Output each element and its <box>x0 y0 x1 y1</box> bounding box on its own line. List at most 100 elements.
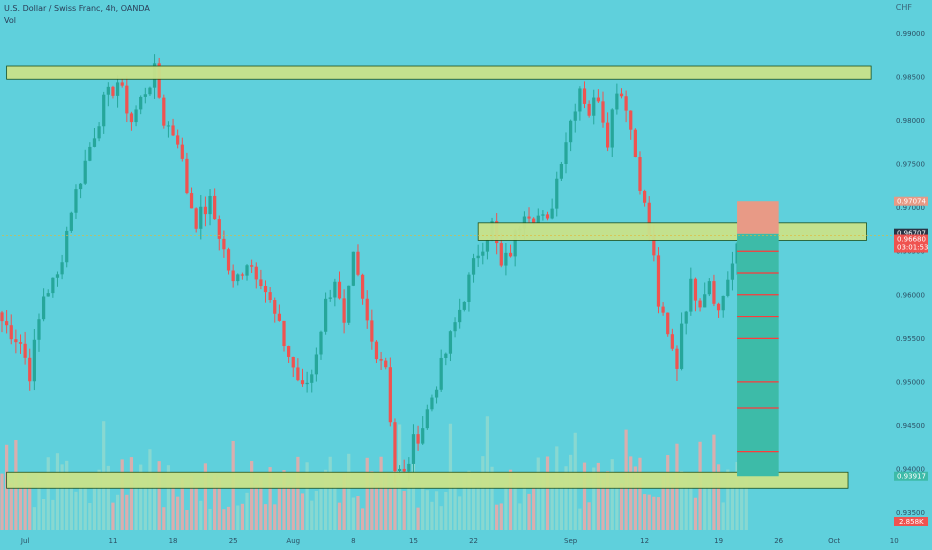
candle-body <box>615 93 619 110</box>
volume-bar <box>388 488 392 530</box>
volume-bar <box>351 497 355 530</box>
candle-body <box>208 195 212 215</box>
volume-bar <box>518 503 522 530</box>
candle-body <box>726 279 730 296</box>
symbol-title: U.S. Dollar / Swiss Franc, 4h, OANDA <box>4 4 150 13</box>
volume-bar <box>370 471 374 530</box>
y-tick-label: 0.96000 <box>896 291 925 299</box>
candle-body <box>199 206 203 229</box>
volume-bar <box>633 466 637 530</box>
volume-bar <box>365 457 369 530</box>
volume-bar <box>166 465 171 530</box>
candle-body <box>226 249 231 271</box>
volume-bar <box>458 496 462 530</box>
candle-body <box>240 274 245 276</box>
x-tick-label: 15 <box>409 537 418 545</box>
candle-body <box>453 322 457 332</box>
volume-bar <box>162 507 166 530</box>
candle-body <box>379 359 383 361</box>
candle-body <box>115 82 120 96</box>
volume-bar <box>656 497 661 530</box>
volume-bar <box>208 508 212 530</box>
volume-bar <box>28 482 32 530</box>
volume-bar <box>407 479 411 530</box>
candle-body <box>402 468 406 472</box>
zone-resistance <box>6 65 872 80</box>
price-axis[interactable]: 0.990000.985000.980000.975000.970000.965… <box>896 30 925 517</box>
candle-body <box>532 218 536 223</box>
volume-bar <box>347 453 351 530</box>
candle-body <box>596 97 600 102</box>
candle-body <box>194 208 198 229</box>
candle-body <box>545 214 550 219</box>
volume-bar <box>647 494 651 530</box>
candle-body <box>162 97 166 126</box>
price-label-text: 0.93917 <box>897 473 926 481</box>
candle-body <box>384 360 388 368</box>
candle-body <box>217 219 221 239</box>
take-profit-zone <box>737 233 779 477</box>
candle-body <box>129 113 134 123</box>
volume-bar <box>462 474 466 530</box>
volume-bar <box>425 490 429 530</box>
volume-bar <box>319 489 323 530</box>
candle-body <box>569 120 573 143</box>
candle-body <box>259 279 263 287</box>
volume-bar <box>421 484 425 530</box>
candle-body <box>476 255 480 259</box>
candle-body <box>504 252 508 266</box>
short-position-tool[interactable] <box>737 201 779 477</box>
candle-body <box>236 274 240 282</box>
volume-bar <box>171 484 175 530</box>
volume-indicator-label: Vol <box>4 16 16 25</box>
candle-body <box>564 142 568 164</box>
candle-body <box>88 146 92 161</box>
volume-bar <box>250 461 254 530</box>
candle-body <box>319 331 323 355</box>
volume-bar <box>129 457 134 530</box>
candle-body <box>656 255 661 307</box>
volume-bar <box>97 469 101 530</box>
candle-body <box>5 321 9 326</box>
volume-bar <box>564 466 568 530</box>
candle-body <box>37 319 41 340</box>
candle-body <box>97 126 101 139</box>
candle-body <box>337 281 342 299</box>
candle-body <box>582 88 587 104</box>
price-label-box <box>894 471 928 481</box>
volume-bar <box>310 500 314 530</box>
volume-bar <box>9 482 13 530</box>
candle-body <box>393 422 397 472</box>
candle-body <box>296 367 300 381</box>
volume-bar <box>51 499 55 530</box>
volume-bar <box>596 462 600 530</box>
volume-bar <box>245 492 249 530</box>
volume-bar <box>134 479 138 530</box>
volume-bar <box>273 504 277 530</box>
volume-bar <box>439 506 443 530</box>
volume-bar <box>471 478 476 530</box>
candle-body <box>652 234 656 256</box>
candle-body <box>458 309 462 323</box>
volume-bar <box>430 501 434 530</box>
candle-body <box>481 251 485 256</box>
y-tick-label: 0.93500 <box>896 509 925 517</box>
y-tick-label: 0.95500 <box>896 335 925 343</box>
price-label-box <box>894 228 928 238</box>
volume-bar <box>152 485 157 530</box>
x-tick-label: Jul <box>20 537 30 545</box>
volume-bar <box>46 457 50 530</box>
candle-body <box>120 82 124 86</box>
volume-bar <box>504 484 508 530</box>
candle-body <box>245 265 249 276</box>
candle-body <box>592 97 596 116</box>
candle-body <box>356 251 360 275</box>
volume-bar <box>37 473 41 530</box>
candle-body <box>347 285 351 323</box>
volume-bar <box>342 474 346 530</box>
volume-bar <box>601 478 605 530</box>
volume-bar <box>707 483 711 530</box>
candle-body <box>633 129 637 158</box>
time-axis[interactable]: Jul 11 18 25 Aug 8 15 22 Sep 12 19 26 Oct 10 <box>20 537 899 545</box>
